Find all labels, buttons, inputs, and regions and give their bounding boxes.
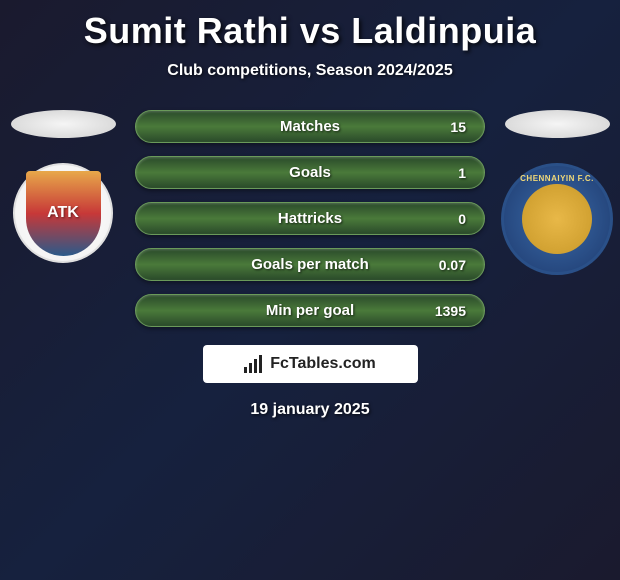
content-row: ATK Matches 15 Goals 1 Hattricks 0 Goals: [0, 110, 620, 327]
stat-right-value: 0.07: [416, 257, 466, 273]
stats-column: Matches 15 Goals 1 Hattricks 0 Goals per…: [135, 110, 485, 327]
stat-row-goals: Goals 1: [135, 156, 485, 189]
stat-row-goals-per-match: Goals per match 0.07: [135, 248, 485, 281]
branding-badge: FcTables.com: [203, 345, 418, 383]
club-logo-right-text: CHENNAIYIN F.C.: [520, 174, 594, 183]
chart-icon: [244, 355, 266, 373]
player-right-column: CHENNAIYIN F.C.: [502, 110, 612, 275]
player-right-photo-placeholder: [505, 110, 610, 138]
stat-right-value: 0: [416, 211, 466, 227]
season-subtitle: Club competitions, Season 2024/2025: [167, 62, 452, 80]
player-left-column: ATK: [8, 110, 118, 263]
stat-label: Min per goal: [266, 302, 354, 319]
stat-label: Goals per match: [251, 256, 369, 273]
club-logo-left: ATK: [13, 163, 113, 263]
player-left-photo-placeholder: [11, 110, 116, 138]
comparison-card: Sumit Rathi vs Laldinpuia Club competiti…: [0, 0, 620, 429]
club-logo-right: CHENNAIYIN F.C.: [501, 163, 613, 275]
page-title: Sumit Rathi vs Laldinpuia: [84, 10, 537, 52]
stat-row-hattricks: Hattricks 0: [135, 202, 485, 235]
stat-label: Goals: [289, 164, 331, 181]
stat-label: Hattricks: [278, 210, 342, 227]
stat-label: Matches: [280, 118, 340, 135]
stat-right-value: 15: [416, 119, 466, 135]
branding-text: FcTables.com: [270, 355, 376, 373]
stat-right-value: 1395: [416, 303, 466, 319]
club-logo-right-emblem: [522, 184, 592, 254]
stat-row-min-per-goal: Min per goal 1395: [135, 294, 485, 327]
stat-row-matches: Matches 15: [135, 110, 485, 143]
stat-right-value: 1: [416, 165, 466, 181]
club-logo-left-shield: ATK: [26, 171, 101, 256]
footer-date: 19 january 2025: [250, 401, 369, 419]
